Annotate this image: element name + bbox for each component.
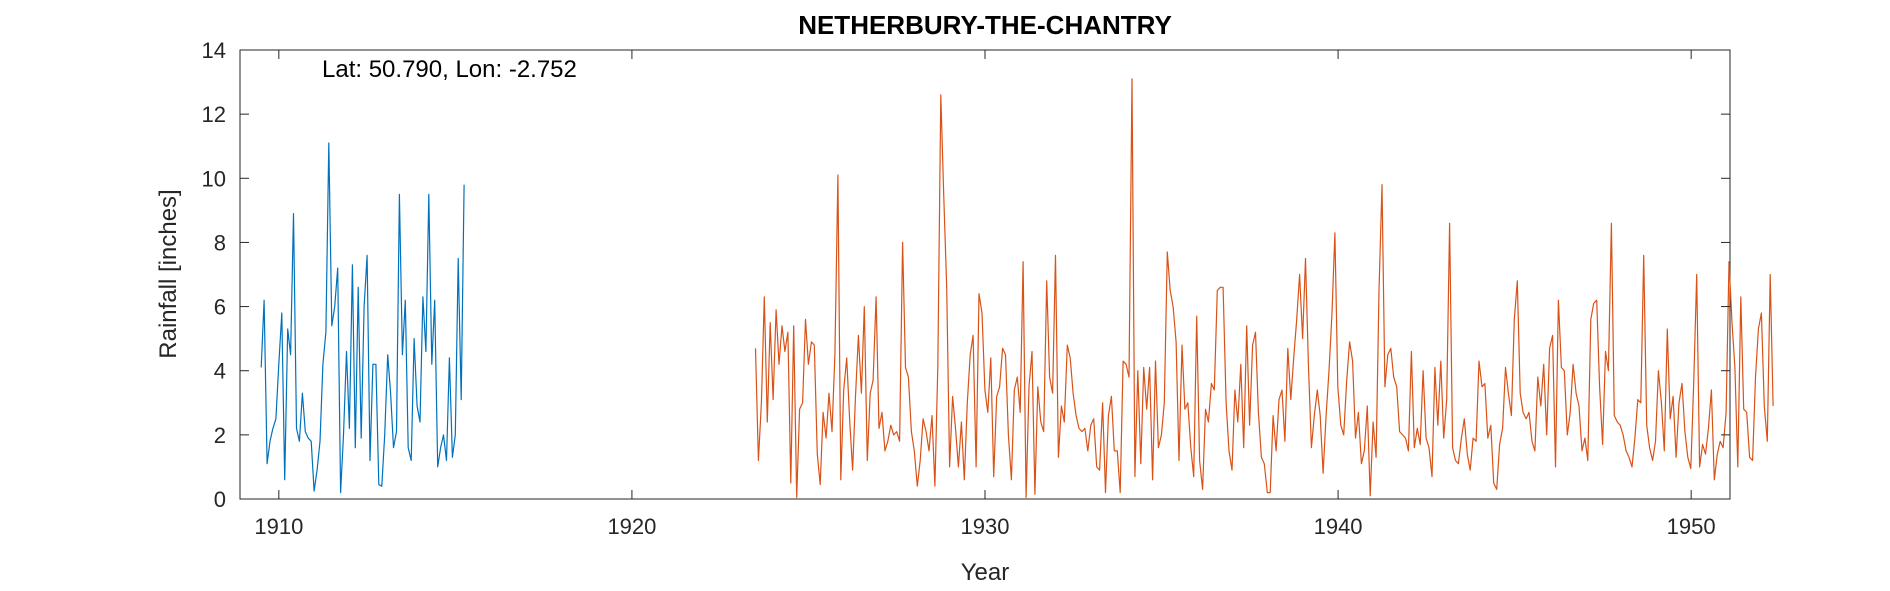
x-tick-label: 1950 bbox=[1667, 514, 1716, 539]
series-layer bbox=[260, 78, 1774, 498]
coordinates-annotation: Lat: 50.790, Lon: -2.752 bbox=[322, 56, 577, 83]
series-line-2 bbox=[754, 78, 1774, 498]
y-tick-label: 8 bbox=[214, 230, 226, 255]
y-tick-label: 10 bbox=[202, 166, 226, 191]
y-tick-label: 0 bbox=[214, 487, 226, 512]
x-tick-label: 1910 bbox=[254, 514, 303, 539]
plot-area bbox=[239, 49, 1731, 500]
series-line-1 bbox=[260, 142, 465, 494]
y-tick-label: 14 bbox=[202, 38, 226, 63]
y-tick-label: 6 bbox=[214, 295, 226, 320]
x-tick-label: 1940 bbox=[1314, 514, 1363, 539]
ticks-layer: 1910 1920 1930 1940 1950 0 2 4 6 8 10 12 14 bbox=[202, 38, 1730, 539]
x-axis-label: Year bbox=[961, 559, 1010, 586]
chart-title: NETHERBURY-THE-CHANTRY bbox=[798, 10, 1172, 40]
x-tick-label: 1920 bbox=[607, 514, 656, 539]
x-tick-label: 1930 bbox=[961, 514, 1010, 539]
y-axis-label: Rainfall [inches] bbox=[155, 189, 182, 358]
y-tick-label: 2 bbox=[214, 423, 226, 448]
y-tick-label: 12 bbox=[202, 102, 226, 127]
y-tick-label: 4 bbox=[214, 359, 226, 384]
